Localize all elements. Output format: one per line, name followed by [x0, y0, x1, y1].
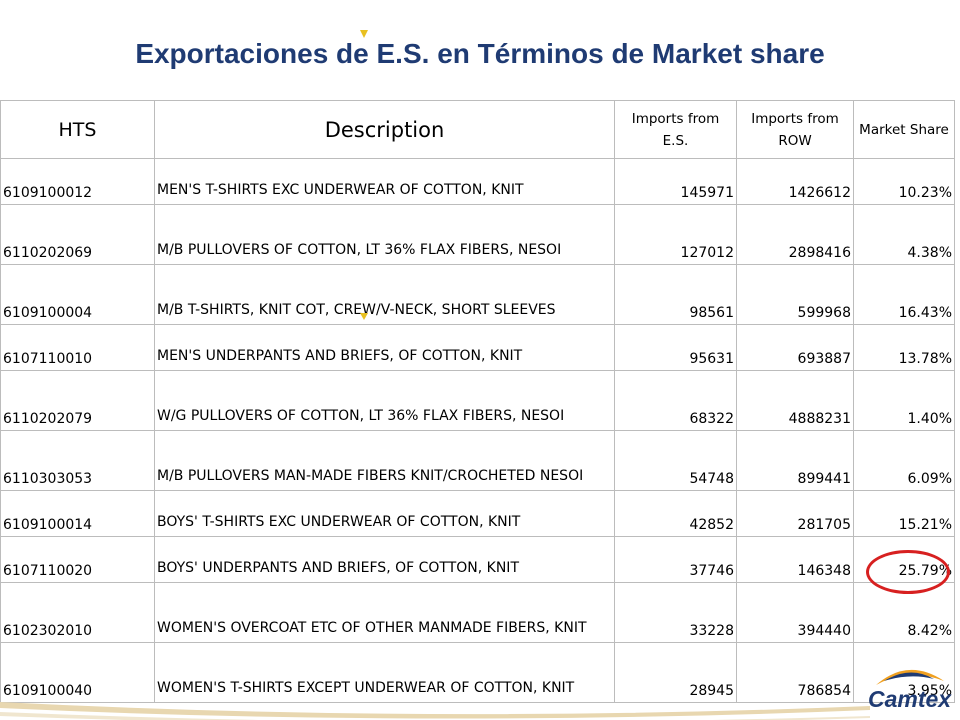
- hts-cell: 6109100004: [0, 264, 155, 325]
- market-share-cell: 10.23%: [853, 158, 955, 205]
- column-header-imports-es: Imports from E.S.: [614, 100, 737, 159]
- market-share-cell: 16.43%: [853, 264, 955, 325]
- page-title: Exportaciones de E.S. en Términos de Mar…: [135, 38, 825, 69]
- decorative-swoosh: [0, 702, 870, 720]
- market-share-cell: 4.38%: [853, 204, 955, 265]
- imports-row-cell: 146348: [736, 536, 854, 583]
- hts-cell: 6110303053: [0, 430, 155, 491]
- table-row: 6107110020 BOYS' UNDERPANTS AND BRIEFS, O…: [0, 536, 955, 583]
- hts-cell: 6107110010: [0, 324, 155, 371]
- description-cell: M/B PULLOVERS OF COTTON, LT 36% FLAX FIB…: [154, 204, 615, 265]
- market-share-cell: 15.21%: [853, 490, 955, 537]
- market-share-cell: 6.09%: [853, 430, 955, 491]
- hts-cell: 6109100014: [0, 490, 155, 537]
- imports-row-cell: 2898416: [736, 204, 854, 265]
- imports-es-cell: 37746: [614, 536, 737, 583]
- table-row: 6109100014 BOYS' T-SHIRTS EXC UNDERWEAR O…: [0, 490, 955, 537]
- description-cell: WOMEN'S T-SHIRTS EXCEPT UNDERWEAR OF COT…: [154, 642, 615, 703]
- column-header-market-share: Market Share: [853, 100, 955, 159]
- imports-es-cell: 127012: [614, 204, 737, 265]
- table-row: 6109100012 MEN'S T-SHIRTS EXC UNDERWEAR O…: [0, 158, 955, 205]
- hts-cell: 6107110020: [0, 536, 155, 583]
- imports-es-cell: 68322: [614, 370, 737, 431]
- table-row: 6110202079 W/G PULLOVERS OF COTTON, LT 36…: [0, 370, 955, 431]
- marker-arrow-icon: [360, 30, 368, 38]
- description-cell: BOYS' T-SHIRTS EXC UNDERWEAR OF COTTON, …: [154, 490, 615, 537]
- description-cell: MEN'S UNDERPANTS AND BRIEFS, OF COTTON, …: [154, 324, 615, 371]
- table-row: 6109100004 M/B T-SHIRTS, KNIT COT, CREW/V…: [0, 264, 955, 325]
- hts-cell: 6110202069: [0, 204, 155, 265]
- column-header-hts: HTS: [0, 100, 155, 159]
- market-share-table: HTS Description Imports from E.S. Import…: [0, 100, 955, 703]
- imports-es-cell: 145971: [614, 158, 737, 205]
- imports-es-cell: 33228: [614, 582, 737, 643]
- description-cell: W/G PULLOVERS OF COTTON, LT 36% FLAX FIB…: [154, 370, 615, 431]
- hts-cell: 6102302010: [0, 582, 155, 643]
- market-share-cell: 13.78%: [853, 324, 955, 371]
- table-row: 6110303053 M/B PULLOVERS MAN-MADE FIBERS …: [0, 430, 955, 491]
- imports-row-cell: 281705: [736, 490, 854, 537]
- table-row: 6110202069 M/B PULLOVERS OF COTTON, LT 36…: [0, 204, 955, 265]
- imports-row-cell: 899441: [736, 430, 854, 491]
- description-cell: WOMEN'S OVERCOAT ETC OF OTHER MANMADE FI…: [154, 582, 615, 643]
- imports-es-cell: 98561: [614, 264, 737, 325]
- description-cell: M/B PULLOVERS MAN-MADE FIBERS KNIT/CROCH…: [154, 430, 615, 491]
- marker-arrow-icon: [360, 313, 368, 320]
- hts-cell: 6109100012: [0, 158, 155, 205]
- imports-row-cell: 1426612: [736, 158, 854, 205]
- table-row: 6102302010 WOMEN'S OVERCOAT ETC OF OTHER …: [0, 582, 955, 643]
- highlight-circle: [866, 550, 950, 594]
- imports-row-cell: 394440: [736, 582, 854, 643]
- imports-row-cell: 599968: [736, 264, 854, 325]
- column-header-imports-row: Imports from ROW: [736, 100, 854, 159]
- table-row: 6107110010 MEN'S UNDERPANTS AND BRIEFS, O…: [0, 324, 955, 371]
- description-cell: BOYS' UNDERPANTS AND BRIEFS, OF COTTON, …: [154, 536, 615, 583]
- description-cell: MEN'S T-SHIRTS EXC UNDERWEAR OF COTTON, …: [154, 158, 615, 205]
- imports-es-cell: 95631: [614, 324, 737, 371]
- camtex-swoosh-logo-icon: [876, 669, 944, 685]
- imports-es-cell: 42852: [614, 490, 737, 537]
- column-header-description: Description: [154, 100, 615, 159]
- hts-cell: 6110202079: [0, 370, 155, 431]
- description-cell: M/B T-SHIRTS, KNIT COT, CREW/V-NECK, SHO…: [154, 264, 615, 325]
- logo-text: Camtex: [868, 686, 952, 712]
- imports-row-cell: 4888231: [736, 370, 854, 431]
- market-share-cell: 1.40%: [853, 370, 955, 431]
- imports-es-cell: 54748: [614, 430, 737, 491]
- table-header-row: HTS Description Imports from E.S. Import…: [0, 100, 955, 159]
- imports-row-cell: 693887: [736, 324, 854, 371]
